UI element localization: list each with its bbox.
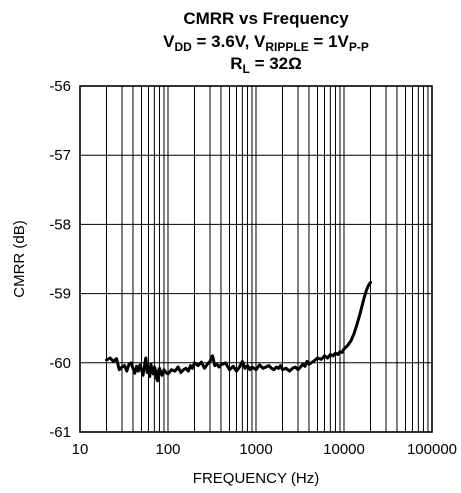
x-tick-label: 1000 xyxy=(239,441,272,458)
grid-layer xyxy=(79,85,433,433)
y-tick-label: -57 xyxy=(49,147,71,164)
x-tick-label: 10000 xyxy=(323,441,365,458)
chart-title-line3: RL = 32Ω xyxy=(230,54,302,76)
x-axis-label: FREQUENCY (Hz) xyxy=(193,470,319,487)
tick-labels: 10 100 1000 10000 100000 -56 -57 -58 -59 -60 -61 xyxy=(49,78,457,458)
y-tick-label: -58 xyxy=(49,216,71,233)
y-tick-label: -60 xyxy=(49,355,71,372)
y-tick-label: -56 xyxy=(49,78,71,95)
chart-title-line2: VDD = 3.6V, VRIPPLE = 1VP-P xyxy=(163,32,369,54)
series-layer xyxy=(105,281,372,383)
plot-frame xyxy=(79,85,433,433)
x-tick-label: 100 xyxy=(155,441,180,458)
x-tick-label: 100000 xyxy=(407,441,457,458)
y-axis-label: CMRR (dB) xyxy=(11,220,28,298)
cmrr-series-line xyxy=(105,281,372,383)
y-tick-label: -61 xyxy=(49,424,71,441)
x-tick-label: 10 xyxy=(72,441,89,458)
chart-title-line1: CMRR vs Frequency xyxy=(183,9,349,28)
y-tick-label: -59 xyxy=(49,286,71,303)
